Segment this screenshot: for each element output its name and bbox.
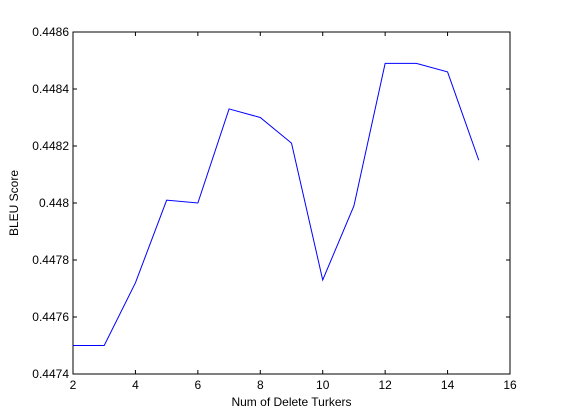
x-tick-label: 14 bbox=[441, 378, 455, 392]
y-tick-label: 0.448 bbox=[39, 196, 69, 210]
y-tick-label: 0.4482 bbox=[32, 139, 69, 153]
y-axis-ticks: 0.4474 0.4476 0.4478 0.448 0.4482 0.4484 0.448… bbox=[32, 25, 510, 381]
y-tick-label: 0.4476 bbox=[32, 310, 69, 324]
y-tick-label: 0.4484 bbox=[32, 82, 69, 96]
x-tick-label: 8 bbox=[257, 378, 264, 392]
x-tick-label: 4 bbox=[132, 378, 139, 392]
x-axis-label: Num of Delete Turkers bbox=[231, 395, 351, 409]
y-tick-label: 0.4474 bbox=[32, 367, 69, 381]
x-axis-ticks: 2 4 6 8 10 12 14 16 bbox=[70, 32, 517, 392]
plot-area-frame bbox=[72, 31, 511, 375]
x-tick-label: 6 bbox=[195, 378, 202, 392]
x-tick-label: 16 bbox=[503, 378, 517, 392]
x-tick-label: 2 bbox=[70, 378, 77, 392]
y-axis-label: BLEU Score bbox=[7, 170, 21, 236]
x-tick-label: 12 bbox=[378, 378, 392, 392]
series-layer bbox=[73, 62, 480, 346]
series-line bbox=[73, 62, 480, 346]
y-tick-label: 0.4478 bbox=[32, 253, 69, 267]
y-tick-label: 0.4486 bbox=[32, 25, 69, 39]
x-tick-label: 10 bbox=[316, 378, 330, 392]
